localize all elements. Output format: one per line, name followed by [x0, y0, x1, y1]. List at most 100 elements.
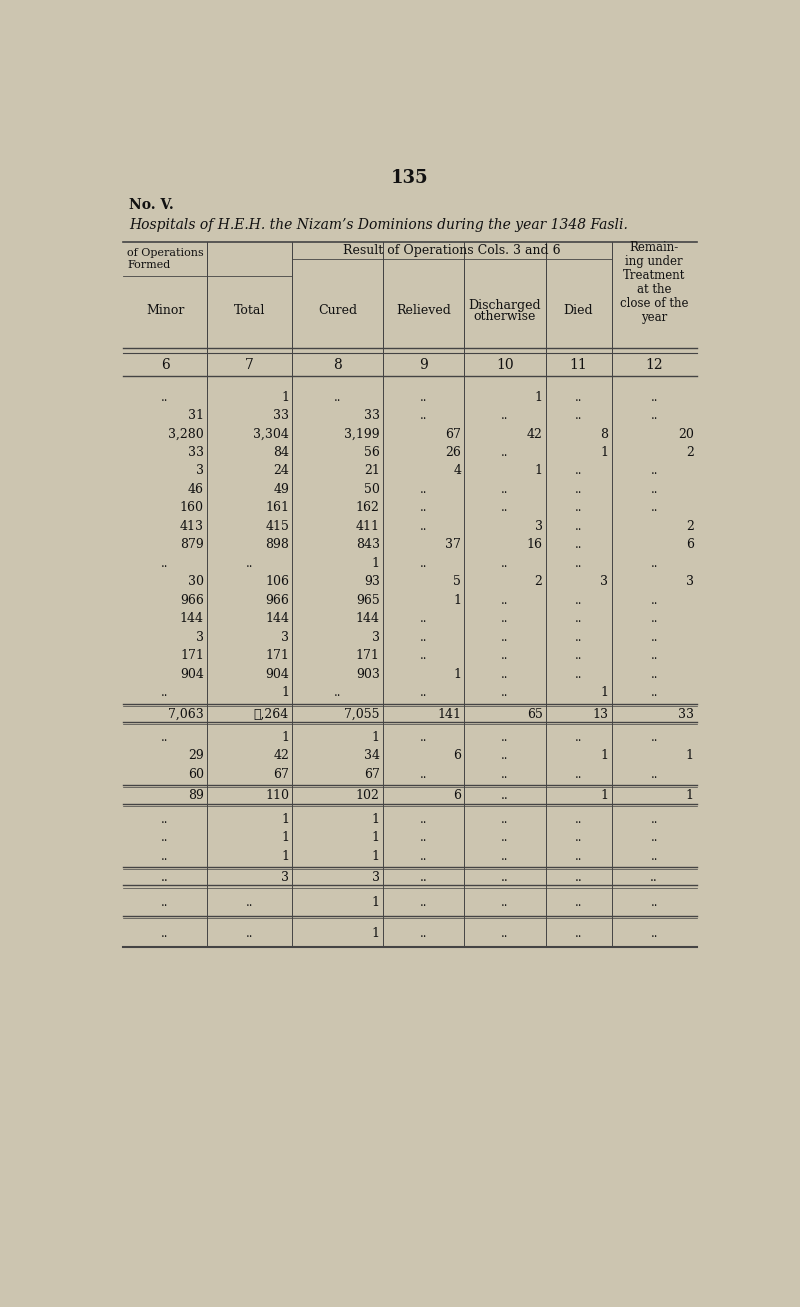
Text: ..: .. [650, 613, 658, 625]
Text: 3,280: 3,280 [168, 427, 204, 440]
Text: ..: .. [501, 831, 509, 844]
Text: 3: 3 [281, 870, 289, 884]
Text: ..: .. [501, 502, 509, 515]
Text: ..: .. [575, 613, 582, 625]
Text: 1: 1 [372, 897, 380, 910]
Text: ..: .. [162, 870, 169, 884]
Text: ..: .. [575, 502, 582, 515]
Text: ..: .. [575, 831, 582, 844]
Text: ..: .. [501, 446, 509, 459]
Text: ..: .. [420, 650, 427, 663]
Text: ..: .. [334, 391, 342, 404]
Text: 7: 7 [245, 358, 254, 371]
Text: ..: .. [162, 731, 169, 744]
Text: 2: 2 [686, 520, 694, 533]
Text: 3: 3 [196, 464, 204, 477]
Text: Formed: Formed [127, 260, 170, 269]
Text: ing under: ing under [626, 255, 683, 268]
Text: 93: 93 [364, 575, 380, 588]
Text: 3: 3 [686, 575, 694, 588]
Text: 1: 1 [281, 731, 289, 744]
Text: 13: 13 [593, 708, 609, 721]
Text: 1: 1 [601, 749, 609, 762]
Text: ..: .. [575, 520, 582, 533]
Text: 34: 34 [364, 749, 380, 762]
Text: 1: 1 [372, 831, 380, 844]
Text: ..: .. [650, 464, 658, 477]
Text: ..: .. [420, 831, 427, 844]
Text: ..: .. [575, 769, 582, 780]
Text: ..: .. [575, 391, 582, 404]
Text: ..: .. [575, 850, 582, 863]
Text: ..: .. [501, 731, 509, 744]
Text: ..: .. [650, 593, 658, 606]
Text: ..: .. [420, 613, 427, 625]
Text: 415: 415 [266, 520, 289, 533]
Text: ..: .. [650, 650, 658, 663]
Text: ..: .. [162, 813, 169, 826]
Text: 10: 10 [496, 358, 514, 371]
Text: 1: 1 [372, 813, 380, 826]
Text: 3,304: 3,304 [254, 427, 289, 440]
Text: 135: 135 [391, 170, 429, 187]
Text: 162: 162 [356, 502, 380, 515]
Text: 6: 6 [686, 538, 694, 552]
Text: ..: .. [650, 831, 658, 844]
Text: ..: .. [650, 502, 658, 515]
Text: 56: 56 [364, 446, 380, 459]
Text: 904: 904 [266, 668, 289, 681]
Text: ..: .. [575, 813, 582, 826]
Text: ..: .. [575, 557, 582, 570]
Text: 843: 843 [356, 538, 380, 552]
Text: 1: 1 [453, 668, 461, 681]
Text: ..: .. [501, 613, 509, 625]
Text: ..: .. [501, 897, 509, 910]
Text: 37: 37 [446, 538, 461, 552]
Text: ..: .. [575, 464, 582, 477]
Text: ..: .. [501, 769, 509, 780]
Text: 144: 144 [356, 613, 380, 625]
Text: ..: .. [650, 870, 658, 884]
Text: 46: 46 [188, 484, 204, 495]
Text: 3: 3 [372, 870, 380, 884]
Text: ..: .. [420, 870, 427, 884]
Text: Result of Operations Cols. 3 and 6: Result of Operations Cols. 3 and 6 [343, 244, 561, 257]
Text: ..: .. [246, 897, 254, 910]
Text: 31: 31 [188, 409, 204, 422]
Text: 1: 1 [281, 813, 289, 826]
Text: 84: 84 [273, 446, 289, 459]
Text: 33: 33 [364, 409, 380, 422]
Text: ..: .. [650, 897, 658, 910]
Text: Discharged: Discharged [469, 299, 542, 312]
Text: 1: 1 [534, 464, 542, 477]
Text: ..: .. [420, 686, 427, 699]
Text: ..: .. [501, 686, 509, 699]
Text: 171: 171 [180, 650, 204, 663]
Text: 1: 1 [453, 593, 461, 606]
Text: ..: .. [575, 631, 582, 644]
Text: 3: 3 [281, 631, 289, 644]
Text: Total: Total [234, 305, 266, 318]
Text: ..: .. [650, 769, 658, 780]
Text: 8: 8 [333, 358, 342, 371]
Text: 16: 16 [526, 538, 542, 552]
Text: 965: 965 [356, 593, 380, 606]
Text: ..: .. [575, 731, 582, 744]
Text: ..: .. [575, 484, 582, 495]
Text: 2: 2 [534, 575, 542, 588]
Text: ..: .. [162, 850, 169, 863]
Text: ..: .. [501, 870, 509, 884]
Text: No. V.: No. V. [130, 197, 174, 212]
Text: ..: .. [501, 850, 509, 863]
Text: 26: 26 [446, 446, 461, 459]
Text: 904: 904 [180, 668, 204, 681]
Text: Treatment: Treatment [623, 269, 686, 282]
Text: 3: 3 [534, 520, 542, 533]
Text: 1: 1 [601, 446, 609, 459]
Text: Cured: Cured [318, 305, 357, 318]
Text: ..: .. [420, 484, 427, 495]
Text: 1: 1 [372, 927, 380, 940]
Text: ..: .. [162, 557, 169, 570]
Text: 29: 29 [188, 749, 204, 762]
Text: ..: .. [501, 557, 509, 570]
